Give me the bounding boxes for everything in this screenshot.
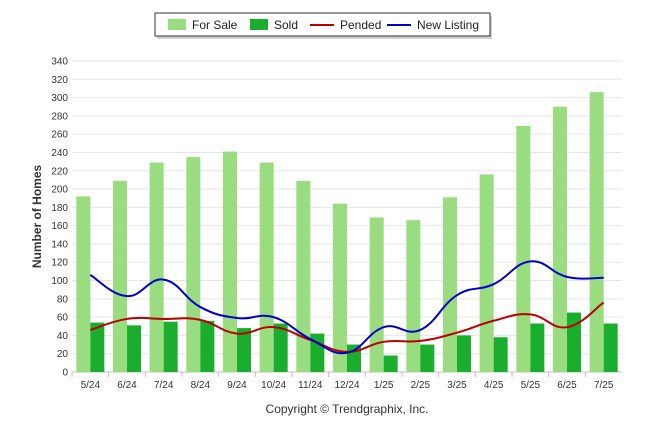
bar-sold[interactable] [237, 328, 251, 372]
y-tick-label: 100 [51, 276, 68, 287]
y-tick-label: 140 [51, 239, 68, 250]
bar-sold[interactable] [163, 321, 178, 372]
y-tick-label: 280 [51, 111, 68, 122]
y-tick-label: 200 [51, 185, 68, 196]
bar-for-sale[interactable] [149, 162, 164, 372]
bar-for-sale[interactable] [76, 196, 91, 372]
bar-sold[interactable] [530, 323, 545, 372]
bar-for-sale[interactable] [589, 92, 604, 372]
bar-sold[interactable] [420, 344, 435, 372]
bar-for-sale[interactable] [553, 106, 567, 372]
x-tick-label: 11/24 [298, 380, 323, 391]
bar-sold[interactable] [200, 320, 215, 372]
y-tick-label: 40 [57, 331, 69, 342]
y-tick-label: 20 [57, 349, 69, 360]
legend-label: Pended [340, 18, 381, 32]
legend-swatch [250, 19, 268, 30]
line-new-listing[interactable] [89, 260, 604, 355]
y-tick-label: 60 [57, 313, 69, 324]
y-tick-label: 220 [51, 166, 68, 177]
bar-for-sale[interactable] [443, 197, 457, 372]
y-tick-label: 0 [62, 368, 68, 379]
bar-sold[interactable] [383, 355, 398, 372]
bar-for-sale[interactable] [369, 217, 384, 372]
bar-for-sale[interactable] [479, 174, 494, 372]
x-tick-label: 6/24 [117, 380, 137, 391]
legend-label: Sold [274, 18, 298, 32]
x-tick-label: 12/24 [334, 380, 359, 391]
bar-for-sale[interactable] [296, 180, 311, 372]
bar-for-sale[interactable] [406, 220, 421, 372]
x-tick-label: 4/25 [484, 380, 504, 391]
y-tick-label: 260 [51, 130, 68, 141]
legend-item-sold[interactable]: Sold [250, 18, 298, 32]
bars [76, 92, 618, 372]
bar-for-sale[interactable] [333, 203, 347, 372]
bar-sold[interactable] [127, 325, 141, 372]
legend-item-pended[interactable]: Pended [310, 18, 381, 32]
x-tick-label: 10/24 [261, 380, 286, 391]
legend: For Sale Sold Pended New Listing [154, 12, 492, 39]
x-tick-label: 2/25 [411, 380, 431, 391]
y-tick-label: 180 [51, 203, 68, 214]
x-tick-label: 7/25 [594, 380, 614, 391]
y-tick-label: 320 [51, 75, 68, 86]
x-tick-label: 9/24 [227, 380, 247, 391]
bar-for-sale[interactable] [516, 125, 531, 372]
legend-swatch [168, 19, 186, 30]
y-tick-label: 240 [51, 148, 68, 159]
y-tick-label: 120 [51, 258, 68, 269]
legend-item-new-listing[interactable]: New Listing [387, 18, 479, 32]
bar-sold[interactable] [567, 312, 581, 372]
bar-for-sale[interactable] [223, 151, 237, 372]
series-lines [89, 260, 605, 355]
legend-label: For Sale [192, 18, 238, 32]
bar-sold[interactable] [273, 323, 288, 372]
x-tick-label: 5/24 [81, 380, 101, 391]
bar-for-sale[interactable] [113, 180, 127, 372]
bar-sold[interactable] [90, 322, 105, 372]
y-tick-label: 340 [51, 57, 68, 68]
x-axis-ticks: 5/24 6/24 7/24 8/24 9/24 10/24 11/24 12/24 1/25 2… [71, 372, 614, 391]
y-tick-label: 80 [57, 294, 69, 305]
bar-sold[interactable] [493, 337, 508, 372]
x-tick-label: 5/25 [521, 380, 541, 391]
y-tick-label: 300 [51, 93, 68, 104]
x-tick-label: 1/25 [374, 380, 394, 391]
y-axis-label: Number of Homes [30, 165, 44, 269]
x-tick-label: 8/24 [191, 380, 211, 391]
copyright-credit: Copyright © Trendgraphix, Inc. [266, 402, 429, 416]
x-tick-label: 6/25 [557, 380, 577, 391]
x-tick-label: 3/25 [447, 380, 467, 391]
y-tick-label: 160 [51, 221, 68, 232]
bar-for-sale[interactable] [186, 157, 201, 372]
x-tick-label: 7/24 [154, 380, 174, 391]
legend-item-for-sale[interactable]: For Sale [168, 18, 238, 32]
bar-sold[interactable] [457, 335, 471, 372]
bar-sold[interactable] [347, 344, 361, 372]
bar-for-sale[interactable] [259, 162, 274, 372]
bar-sold[interactable] [603, 323, 618, 372]
y-axis-ticks: 0 20 40 60 80 100 120 140 160 180 200 220 240 260 280 3… [51, 57, 68, 379]
legend-label: New Listing [417, 18, 479, 32]
